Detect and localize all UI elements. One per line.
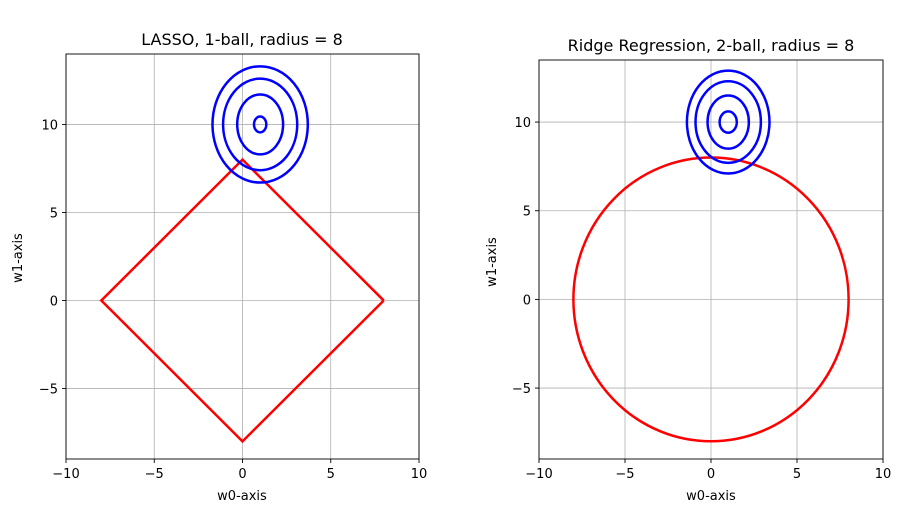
ridge-contour-ellipse-4 <box>685 69 771 175</box>
lasso-title: LASSO, 1-ball, radius = 8 <box>141 30 343 49</box>
lasso-x-tick-label: 10 <box>411 467 428 482</box>
ridge-y-tick-label: 10 <box>514 116 531 131</box>
lasso-y-axis-label: w1-axis <box>11 233 26 283</box>
lasso-constraint-diamond <box>99 157 385 444</box>
ridge-y-tick-label: 5 <box>523 205 531 220</box>
lasso-panel: LASSO, 1-ball, radius = 8 w0-axis w1-axi… <box>11 30 427 504</box>
ridge-x-tick-label: −10 <box>525 467 552 482</box>
lasso-x-tick-label: −5 <box>145 467 164 482</box>
lasso-y-tick-label: 10 <box>41 118 58 133</box>
lasso-contour-ellipse-1 <box>252 115 268 134</box>
lasso-contour-ellipse-2 <box>235 93 285 156</box>
ridge-x-tick-label: −5 <box>615 467 634 482</box>
ridge-x-tick-label: 10 <box>875 467 892 482</box>
lasso-x-tick-label: 0 <box>238 467 246 482</box>
ridge-title: Ridge Regression, 2-ball, radius = 8 <box>568 36 855 55</box>
ridge-contour-ellipse-3 <box>694 80 763 165</box>
lasso-contour-ellipse-3 <box>221 77 299 172</box>
lasso-x-tick-label: −10 <box>52 467 79 482</box>
ridge-x-tick-label: 0 <box>707 467 715 482</box>
lasso-y-tick-label: 0 <box>50 295 58 310</box>
ridge-y-tick-label: −5 <box>512 382 531 397</box>
ridge-contour-ellipse-1 <box>718 110 739 134</box>
ridge-x-axis-label: w0-axis <box>686 489 736 504</box>
ridge-y-tick-label: 0 <box>523 293 531 308</box>
lasso-y-tick-label: 5 <box>50 206 58 221</box>
lasso-x-tick-label: 5 <box>327 467 335 482</box>
ridge-contour-ellipse-2 <box>706 94 751 150</box>
ridge-y-axis-label: w1-axis <box>485 237 500 287</box>
lasso-y-tick-label: −5 <box>39 383 58 398</box>
ridge-panel: Ridge Regression, 2-ball, radius = 8 w0-… <box>485 36 891 504</box>
lasso-contour-ellipse-4 <box>211 65 310 184</box>
ridge-x-tick-label: 5 <box>793 467 801 482</box>
lasso-x-axis-label: w0-axis <box>217 489 267 504</box>
